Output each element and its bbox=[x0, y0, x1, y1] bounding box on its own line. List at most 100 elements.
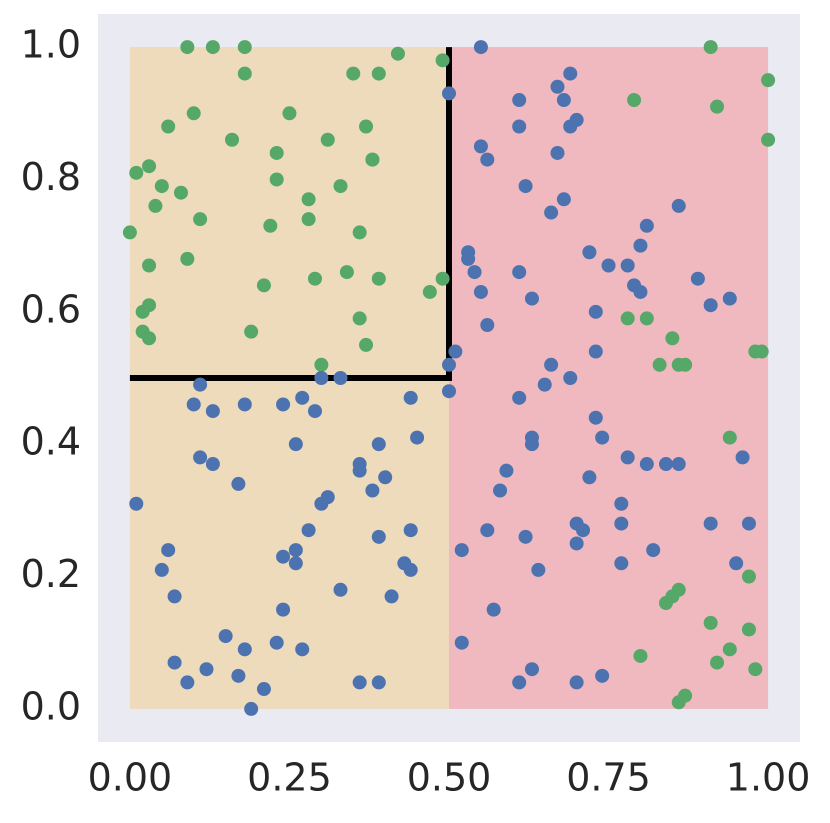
decision-region bbox=[449, 47, 769, 709]
scatter-point bbox=[320, 132, 335, 147]
scatter-point bbox=[244, 324, 259, 339]
scatter-point bbox=[633, 238, 648, 253]
scatter-point bbox=[512, 675, 527, 690]
scatter-point bbox=[639, 457, 654, 472]
scatter-point bbox=[473, 40, 488, 55]
scatter-point bbox=[333, 582, 348, 597]
scatter-point bbox=[129, 496, 144, 511]
scatter-point bbox=[142, 159, 157, 174]
y-tick-label: 0.0 bbox=[21, 684, 81, 728]
scatter-point bbox=[671, 198, 686, 213]
scatter-point bbox=[295, 390, 310, 405]
scatter-point bbox=[218, 629, 233, 644]
scatter-point bbox=[588, 410, 603, 425]
scatter-point bbox=[652, 357, 667, 372]
scatter-point bbox=[556, 192, 571, 207]
scatter-point bbox=[244, 701, 259, 716]
scatter-point bbox=[544, 205, 559, 220]
scatter-point bbox=[154, 562, 169, 577]
scatter-point bbox=[627, 93, 642, 108]
x-tick-label: 0.50 bbox=[407, 756, 492, 800]
scatter-point bbox=[205, 404, 220, 419]
scatter-point bbox=[512, 390, 527, 405]
scatter-point bbox=[658, 457, 673, 472]
scatter-point bbox=[531, 562, 546, 577]
scatter-point bbox=[161, 119, 176, 134]
scatter-point bbox=[403, 523, 418, 538]
scatter-point bbox=[512, 119, 527, 134]
scatter-point bbox=[256, 682, 271, 697]
scatter-point bbox=[748, 662, 763, 677]
scatter-point bbox=[435, 53, 450, 68]
scatter-point bbox=[537, 377, 552, 392]
scatter-point bbox=[582, 470, 597, 485]
scatter-point bbox=[122, 225, 137, 240]
scatter-point bbox=[193, 212, 208, 227]
scatter-point bbox=[467, 265, 482, 280]
scatter-point bbox=[135, 304, 150, 319]
scatter-point bbox=[339, 265, 354, 280]
scatter-point bbox=[690, 271, 705, 286]
scatter-point bbox=[333, 179, 348, 194]
scatter-point bbox=[435, 271, 450, 286]
scatter-point bbox=[295, 642, 310, 657]
scatter-point bbox=[582, 245, 597, 260]
scatter-point bbox=[390, 46, 405, 61]
scatter-point bbox=[193, 377, 208, 392]
scatter-point bbox=[722, 291, 737, 306]
scatter-point bbox=[167, 655, 182, 670]
scatter-point bbox=[237, 642, 252, 657]
scatter-point bbox=[301, 523, 316, 538]
scatter-point bbox=[473, 139, 488, 154]
y-tick-label: 1.0 bbox=[21, 23, 81, 67]
scatter-point bbox=[129, 165, 144, 180]
scatter-point bbox=[703, 516, 718, 531]
decision-boundary bbox=[129, 47, 452, 381]
scatter-point bbox=[480, 523, 495, 538]
scatter-point bbox=[493, 483, 508, 498]
scatter-point bbox=[454, 543, 469, 558]
scatter-point bbox=[180, 675, 195, 690]
scatter-point bbox=[282, 106, 297, 121]
scatter-point bbox=[563, 66, 578, 81]
scatter-point bbox=[620, 450, 635, 465]
scatter-point bbox=[352, 463, 367, 478]
scatter-point bbox=[263, 218, 278, 233]
scatter-point bbox=[371, 529, 386, 544]
scatter-point bbox=[633, 284, 648, 299]
scatter-point bbox=[569, 536, 584, 551]
scatter-point bbox=[352, 225, 367, 240]
scatter-point bbox=[473, 284, 488, 299]
scatter-point bbox=[761, 132, 776, 147]
scatter-point bbox=[269, 145, 284, 160]
scatter-point bbox=[231, 476, 246, 491]
scatter-point bbox=[595, 430, 610, 445]
scatter-point bbox=[722, 642, 737, 657]
scatter-point bbox=[761, 73, 776, 88]
scatter-point bbox=[665, 331, 680, 346]
scatter-point bbox=[639, 311, 654, 326]
x-tick-label: 0.25 bbox=[247, 756, 332, 800]
x-tick-label: 0.75 bbox=[566, 756, 651, 800]
scatter-point bbox=[703, 615, 718, 630]
scatter-point bbox=[142, 258, 157, 273]
scatter-point bbox=[301, 212, 316, 227]
scatter-point bbox=[524, 437, 539, 452]
scatter-point bbox=[237, 40, 252, 55]
scatter-point bbox=[741, 569, 756, 584]
y-tick-label: 0.8 bbox=[21, 155, 81, 199]
scatter-point bbox=[180, 40, 195, 55]
scatter-point bbox=[569, 675, 584, 690]
scatter-point bbox=[544, 357, 559, 372]
scatter-point bbox=[442, 357, 456, 372]
scatter-point bbox=[225, 132, 240, 147]
scatter-point bbox=[148, 198, 163, 213]
scatter-point bbox=[480, 152, 495, 167]
x-tick-label: 0.00 bbox=[88, 756, 173, 800]
scatter-point bbox=[307, 271, 322, 286]
scatter-point bbox=[161, 543, 176, 558]
scatter-point bbox=[173, 185, 188, 200]
scatter-point bbox=[671, 582, 686, 597]
